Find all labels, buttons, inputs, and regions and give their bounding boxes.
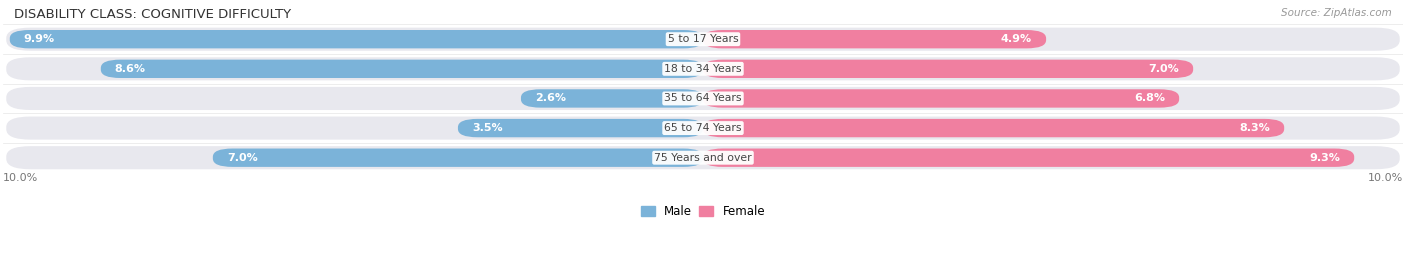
Text: 9.3%: 9.3% (1309, 153, 1340, 163)
Text: 7.0%: 7.0% (226, 153, 257, 163)
Text: 75 Years and over: 75 Years and over (654, 153, 752, 163)
FancyBboxPatch shape (703, 119, 1284, 137)
Text: 8.6%: 8.6% (115, 64, 146, 74)
FancyBboxPatch shape (522, 89, 703, 108)
Text: 65 to 74 Years: 65 to 74 Years (664, 123, 742, 133)
Text: 7.0%: 7.0% (1149, 64, 1180, 74)
Text: 3.5%: 3.5% (472, 123, 502, 133)
FancyBboxPatch shape (703, 89, 1180, 108)
Legend: Male, Female: Male, Female (636, 200, 770, 223)
Text: 10.0%: 10.0% (1368, 173, 1403, 183)
Text: DISABILITY CLASS: COGNITIVE DIFFICULTY: DISABILITY CLASS: COGNITIVE DIFFICULTY (14, 8, 291, 21)
FancyBboxPatch shape (212, 148, 703, 167)
FancyBboxPatch shape (703, 30, 1046, 48)
Text: 4.9%: 4.9% (1001, 34, 1032, 44)
FancyBboxPatch shape (6, 87, 1400, 110)
FancyBboxPatch shape (6, 57, 1400, 80)
Text: Source: ZipAtlas.com: Source: ZipAtlas.com (1281, 8, 1392, 18)
Text: 35 to 64 Years: 35 to 64 Years (664, 93, 742, 103)
FancyBboxPatch shape (10, 30, 703, 48)
Text: 10.0%: 10.0% (3, 173, 38, 183)
FancyBboxPatch shape (6, 28, 1400, 51)
FancyBboxPatch shape (101, 60, 703, 78)
Text: 5 to 17 Years: 5 to 17 Years (668, 34, 738, 44)
FancyBboxPatch shape (6, 117, 1400, 140)
Text: 6.8%: 6.8% (1135, 93, 1166, 103)
FancyBboxPatch shape (703, 148, 1354, 167)
Text: 2.6%: 2.6% (534, 93, 567, 103)
Text: 8.3%: 8.3% (1240, 123, 1270, 133)
FancyBboxPatch shape (703, 60, 1194, 78)
FancyBboxPatch shape (6, 146, 1400, 169)
Text: 18 to 34 Years: 18 to 34 Years (664, 64, 742, 74)
FancyBboxPatch shape (458, 119, 703, 137)
Text: 9.9%: 9.9% (24, 34, 55, 44)
